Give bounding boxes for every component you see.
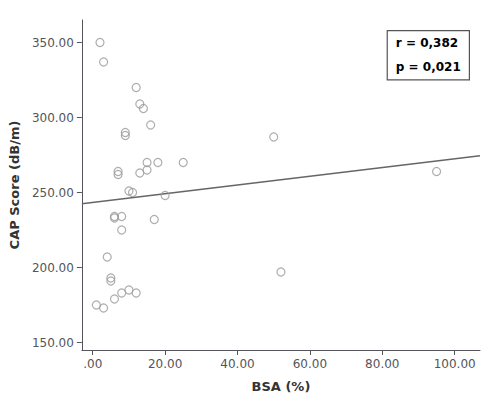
svg-text:r = 0,382: r = 0,382 bbox=[396, 36, 458, 50]
svg-text:p = 0,021: p = 0,021 bbox=[396, 60, 461, 74]
svg-text:CAP Score (dB/m): CAP Score (dB/m) bbox=[7, 121, 22, 250]
svg-text:BSA (%): BSA (%) bbox=[252, 379, 311, 394]
svg-text:100.00: 100.00 bbox=[434, 357, 476, 371]
svg-text:80.00: 80.00 bbox=[365, 357, 399, 371]
svg-text:60.00: 60.00 bbox=[293, 357, 327, 371]
svg-text:.00: .00 bbox=[83, 357, 102, 371]
svg-text:20.00: 20.00 bbox=[148, 357, 182, 371]
svg-text:300.00: 300.00 bbox=[32, 111, 74, 125]
svg-text:200.00: 200.00 bbox=[32, 261, 74, 275]
svg-text:40.00: 40.00 bbox=[220, 357, 254, 371]
svg-text:350.00: 350.00 bbox=[32, 36, 74, 50]
svg-text:150.00: 150.00 bbox=[32, 336, 74, 350]
svg-text:250.00: 250.00 bbox=[32, 186, 74, 200]
